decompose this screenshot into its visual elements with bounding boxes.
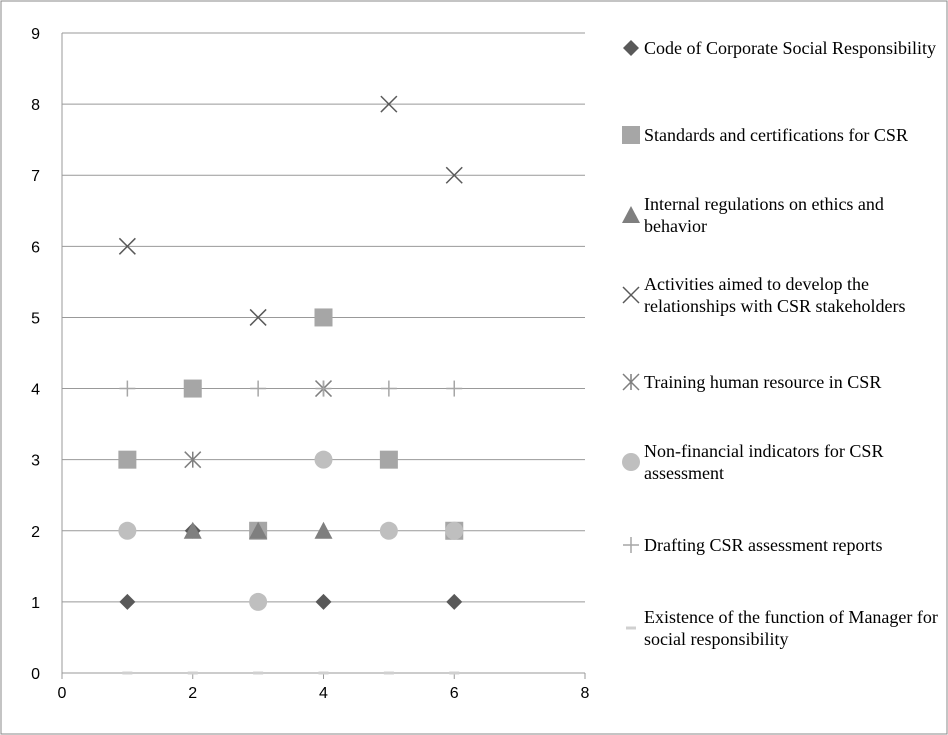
x-tick-label: 6 (450, 685, 459, 702)
point (445, 521, 464, 540)
point-part (118, 450, 137, 469)
point (315, 380, 332, 397)
point (249, 521, 268, 539)
point (249, 308, 267, 326)
point (250, 380, 267, 397)
x-tick-label: 0 (58, 685, 67, 702)
point (249, 592, 268, 611)
legend-label: Drafting CSR assessment reports (644, 535, 883, 555)
point (118, 521, 137, 540)
point-part (314, 521, 333, 539)
point (379, 450, 398, 469)
legend-marker (623, 537, 639, 553)
x-tick-label: 8 (581, 685, 590, 702)
y-tick-label: 5 (31, 310, 40, 327)
point (184, 451, 202, 469)
y-tick-label: 4 (31, 382, 40, 399)
point-part (445, 166, 463, 184)
legend-label: Activities aimed to develop the relation… (644, 274, 906, 316)
legend-marker (622, 373, 640, 391)
legend-label: Non-financial indicators for CSR assessm… (644, 441, 884, 483)
y-tick-label: 8 (31, 97, 40, 114)
legend-marker (622, 453, 640, 471)
point-part (118, 237, 136, 255)
point (118, 237, 136, 255)
y-tick-label: 0 (31, 666, 40, 683)
point (184, 380, 201, 397)
point (119, 380, 136, 397)
legend-marker (622, 126, 640, 144)
point (446, 593, 463, 610)
point-part (380, 95, 398, 113)
point-part (314, 308, 333, 327)
point-part (249, 592, 268, 611)
y-tick-label: 3 (31, 453, 40, 470)
point (445, 166, 463, 184)
legend-marker-part (622, 453, 640, 471)
y-tick-label: 1 (31, 595, 40, 612)
legend-marker-part (622, 206, 640, 223)
y-tick-label: 7 (31, 168, 40, 185)
legend-marker (623, 40, 639, 56)
legend-label: Internal regulations on ethics and behav… (644, 194, 884, 236)
point-part (315, 593, 332, 610)
x-tick-label: 2 (188, 685, 197, 702)
point (380, 95, 398, 113)
legend-label: Training human resource in CSR (644, 372, 882, 392)
y-tick-label: 9 (31, 26, 40, 43)
point-part (118, 521, 137, 540)
legend-marker-part (622, 286, 640, 304)
point (314, 521, 333, 539)
point (315, 593, 332, 610)
point-part (249, 308, 267, 326)
legend-label: Code of Corporate Social Responsibility (644, 38, 936, 58)
point-part (119, 593, 136, 610)
point-part (249, 521, 268, 539)
point (446, 380, 463, 397)
legend-label: Existence of the function of Manager for… (644, 607, 938, 649)
point (183, 521, 202, 539)
point-part (379, 521, 398, 540)
y-tick-label: 6 (31, 239, 40, 256)
point (380, 380, 397, 397)
point (314, 450, 333, 469)
point (379, 521, 398, 540)
point-part (446, 593, 463, 610)
point (118, 450, 137, 469)
legend-marker-part (622, 126, 640, 144)
y-tick-label: 2 (31, 524, 40, 541)
legend-label: Standards and certifications for CSR (644, 125, 908, 145)
legend-marker-part (623, 40, 639, 56)
point-part (445, 521, 464, 540)
point-part (314, 450, 333, 469)
point (119, 593, 136, 610)
x-tick-label: 4 (319, 685, 328, 702)
legend-marker (622, 206, 640, 223)
point (314, 308, 333, 327)
legend-marker (622, 286, 640, 304)
point-part (183, 521, 202, 539)
point-part (379, 450, 398, 469)
